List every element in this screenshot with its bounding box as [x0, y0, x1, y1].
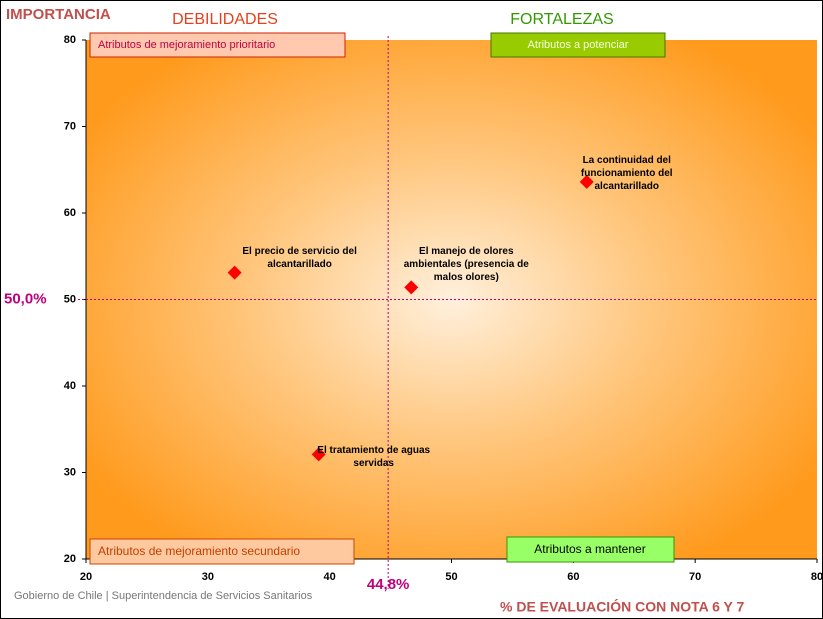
- quadrant-title: FORTALEZAS: [510, 11, 613, 28]
- quadrant-box: [89, 538, 355, 565]
- footer: Gobierno de Chile | Superintendencia de …: [14, 590, 313, 602]
- y-tick-label: 50: [64, 293, 76, 305]
- x-tick-label: 40: [324, 571, 336, 583]
- y-axis-title: IMPORTANCIA: [6, 6, 111, 23]
- x-tick-label: 20: [80, 571, 92, 583]
- reference-label: 50,0%: [4, 290, 47, 307]
- quadrant-box-label: Atributos a mantener: [534, 542, 645, 556]
- y-tick-label: 80: [64, 34, 76, 46]
- quadrant-box-label: Atributos a potenciar: [528, 39, 629, 51]
- reference-label: 44,8%: [367, 576, 410, 593]
- quadrant-box: [89, 32, 346, 58]
- point-label: El precio de servicio del alcantarillado: [242, 245, 357, 270]
- point: [404, 280, 419, 295]
- point-label: El tratamiento de aguas servidas: [317, 445, 431, 470]
- y-tick-label: 40: [64, 380, 76, 392]
- x-tick-label: 60: [567, 571, 579, 583]
- y-tick-label: 20: [64, 553, 76, 565]
- quadrant-box: [506, 536, 675, 563]
- y-tick-label: 60: [64, 207, 76, 219]
- x-axis-title: % DE EVALUACIÓN CON NOTA 6 Y 7: [500, 598, 744, 615]
- y-tick-label: 30: [64, 466, 76, 478]
- y-tick-label: 70: [64, 120, 76, 132]
- x-tick-label: 70: [689, 571, 701, 583]
- point-label: El manejo de olores ambientales (presenc…: [403, 246, 529, 284]
- point: [311, 447, 326, 462]
- x-tick-label: 30: [202, 571, 214, 583]
- quadrant-box-label: Atributos de mejoramiento secundario: [98, 544, 300, 558]
- quadrant-box: [490, 32, 666, 58]
- point: [579, 174, 594, 189]
- x-tick-label: 50: [445, 571, 457, 583]
- quadrant-title: DEBILIDADES: [172, 11, 278, 28]
- quadrant-box-label: Atributos de mejoramiento prioritario: [98, 39, 275, 51]
- x-tick-label: 80: [811, 571, 823, 583]
- point-label-box: La continuidad del funcionamiento del al…: [580, 154, 673, 192]
- point-label-box: El tratamiento de aguas servidas: [317, 445, 431, 470]
- point: [227, 265, 242, 280]
- point-label-box: El manejo de olores ambientales (presenc…: [403, 246, 529, 284]
- point-label-box: El precio de servicio del alcantarillado: [242, 245, 357, 270]
- point-label: La continuidad del funcionamiento del al…: [580, 154, 673, 192]
